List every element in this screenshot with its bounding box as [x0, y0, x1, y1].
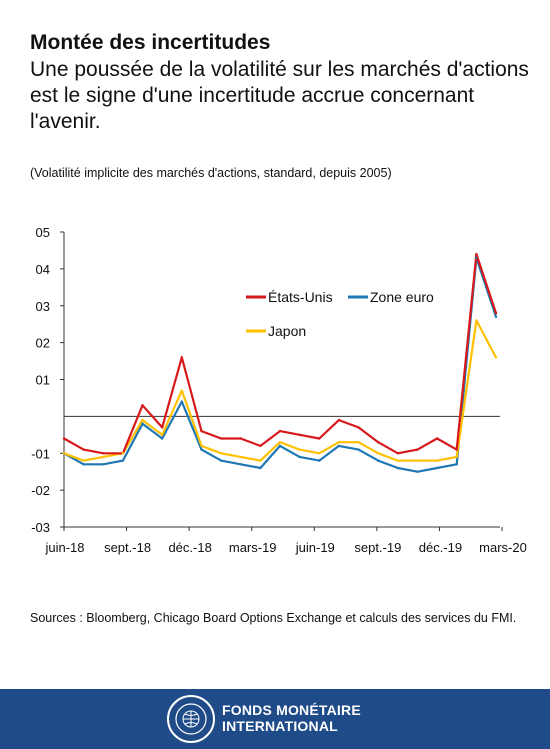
data-point — [357, 448, 360, 451]
data-point — [475, 256, 478, 260]
data-point — [416, 470, 419, 473]
y-tick-label: 03 — [36, 299, 50, 314]
y-tick-label: -02 — [31, 483, 50, 498]
data-point — [278, 440, 282, 444]
data-point — [278, 444, 282, 448]
legend-label: États-Unis — [268, 289, 333, 305]
y-tick-label: -01 — [31, 446, 50, 461]
legend-label: Japon — [268, 323, 306, 339]
data-point — [416, 459, 419, 462]
data-point — [82, 459, 85, 462]
data-point — [102, 463, 105, 466]
x-tick-label: juin-19 — [295, 540, 335, 555]
data-point — [62, 452, 66, 455]
data-point — [376, 459, 380, 462]
data-point — [259, 444, 262, 448]
data-point — [494, 315, 498, 319]
data-point — [259, 459, 262, 462]
data-point — [160, 433, 164, 437]
y-tick-label: 05 — [36, 225, 50, 240]
data-point — [278, 429, 282, 433]
data-point — [318, 459, 321, 462]
x-tick-label: mars-20 — [479, 540, 527, 555]
y-tick-label: 02 — [36, 336, 50, 351]
data-point — [180, 400, 184, 403]
series-line — [63, 252, 498, 455]
data-point — [219, 452, 223, 455]
data-point — [82, 463, 85, 466]
data-point — [337, 418, 341, 422]
data-point — [160, 426, 164, 429]
data-point — [82, 448, 85, 451]
data-point — [141, 404, 144, 407]
imf-footer: FONDS MONÉTAIRE INTERNATIONAL — [0, 689, 550, 749]
chart-title: Montée des incertitudes — [30, 31, 271, 54]
data-point — [141, 422, 144, 425]
data-point — [141, 418, 144, 422]
x-tick-label: juin-18 — [44, 540, 84, 555]
y-tick-label: 01 — [36, 373, 50, 388]
legend-label: Zone euro — [370, 289, 434, 305]
data-point — [62, 437, 66, 440]
data-point — [494, 356, 498, 359]
data-point — [376, 452, 380, 455]
data-point — [239, 455, 242, 459]
data-point — [121, 459, 125, 462]
data-point — [239, 463, 242, 466]
data-point — [259, 466, 262, 470]
data-point — [200, 448, 203, 451]
data-point — [435, 466, 439, 470]
data-point — [180, 389, 184, 392]
data-point — [102, 455, 105, 459]
data-point — [357, 426, 360, 429]
data-point — [475, 252, 478, 256]
chart-subtitle: Une poussée de la volatilité sur les mar… — [30, 58, 529, 133]
data-point — [102, 452, 105, 455]
data-point — [298, 433, 301, 437]
data-point — [435, 437, 439, 440]
data-point — [455, 455, 458, 459]
imf-name-line1: FONDS MONÉTAIRE — [222, 702, 361, 718]
data-point — [357, 440, 360, 444]
y-tick-label: 04 — [36, 262, 50, 277]
x-tick-label: déc.-19 — [419, 540, 462, 555]
data-point — [239, 437, 242, 440]
data-point — [318, 452, 321, 455]
data-point — [200, 444, 203, 448]
x-tick-label: déc.-18 — [168, 540, 211, 555]
line-chart: 05 04 03 02 01 -01 -02 -03 juin-18 sept.-18 déc.-1… — [31, 225, 527, 555]
data-point — [396, 452, 400, 455]
data-point — [455, 448, 458, 451]
sources-note: Sources : Bloomberg, Chicago Board Optio… — [30, 611, 517, 625]
chart-note: (Volatilité implicite des marchés d'acti… — [30, 166, 392, 180]
data-point — [200, 429, 203, 433]
data-point — [435, 459, 439, 462]
x-tick-label: mars-19 — [229, 540, 277, 555]
data-point — [494, 311, 498, 315]
data-point — [298, 455, 301, 459]
data-point — [475, 319, 478, 322]
data-point — [337, 440, 341, 444]
data-point — [416, 448, 419, 451]
data-point — [318, 437, 321, 440]
imf-name: FONDS MONÉTAIRE INTERNATIONAL — [222, 702, 361, 734]
x-tick-label: sept.-18 — [104, 540, 151, 555]
data-point — [337, 444, 341, 448]
imf-name-line2: INTERNATIONAL — [222, 718, 338, 734]
data-point — [396, 459, 400, 462]
data-point — [121, 452, 125, 455]
data-point — [455, 463, 458, 466]
x-tick-label: sept.-19 — [354, 540, 401, 555]
imf-seal-icon — [167, 695, 215, 743]
data-point — [376, 440, 380, 444]
data-point — [160, 437, 164, 440]
y-tick-label: -03 — [31, 520, 50, 535]
data-point — [298, 448, 301, 451]
data-point — [396, 466, 400, 470]
data-point — [219, 459, 223, 462]
data-point — [180, 356, 184, 359]
data-point — [219, 437, 223, 440]
